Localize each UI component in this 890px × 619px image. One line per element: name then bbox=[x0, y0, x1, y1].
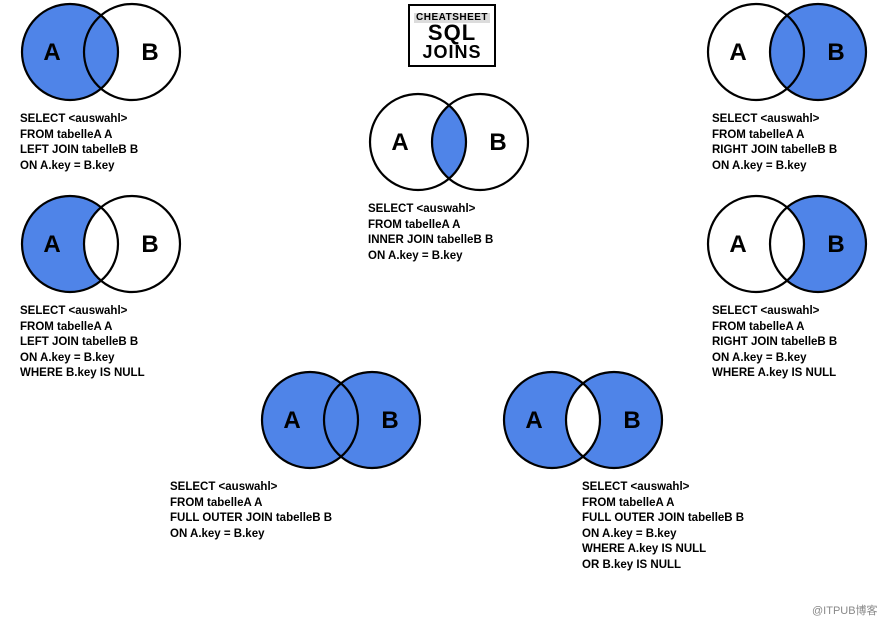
venn-wrap: AB bbox=[502, 370, 664, 475]
panel-left-join: ABSELECT <auswahl> FROM tabelleA A LEFT … bbox=[20, 2, 182, 107]
sql-text: SELECT <auswahl> FROM tabelleA A RIGHT J… bbox=[712, 304, 837, 382]
venn-label-b: B bbox=[141, 39, 158, 66]
venn-diagram: AB bbox=[20, 194, 182, 294]
venn-label-a: A bbox=[729, 231, 746, 258]
venn-diagram: AB bbox=[706, 2, 868, 102]
sql-text: SELECT <auswahl> FROM tabelleA A LEFT JO… bbox=[20, 304, 145, 382]
sql-text: SELECT <auswahl> FROM tabelleA A INNER J… bbox=[368, 202, 493, 264]
venn-label-b: B bbox=[827, 39, 844, 66]
venn-diagram: AB bbox=[502, 370, 664, 470]
title-box: CHEATSHEET SQL JOINS bbox=[408, 4, 496, 67]
venn-label-a: A bbox=[283, 407, 300, 434]
panel-left-excl: ABSELECT <auswahl> FROM tabelleA A LEFT … bbox=[20, 194, 182, 299]
sql-text: SELECT <auswahl> FROM tabelleA A FULL OU… bbox=[582, 480, 744, 573]
watermark: @ITPUB博客 bbox=[812, 602, 878, 618]
venn-wrap: AB bbox=[20, 194, 182, 299]
venn-label-a: A bbox=[43, 231, 60, 258]
venn-diagram: AB bbox=[260, 370, 422, 470]
panel-full-outer: ABSELECT <auswahl> FROM tabelleA A FULL … bbox=[260, 370, 422, 475]
venn-wrap: AB bbox=[260, 370, 422, 475]
venn-label-b: B bbox=[489, 129, 506, 156]
sql-text: SELECT <auswahl> FROM tabelleA A LEFT JO… bbox=[20, 112, 138, 174]
venn-label-a: A bbox=[525, 407, 542, 434]
sql-text: SELECT <auswahl> FROM tabelleA A RIGHT J… bbox=[712, 112, 837, 174]
venn-label-a: A bbox=[729, 39, 746, 66]
panel-right-excl: ABSELECT <auswahl> FROM tabelleA A RIGHT… bbox=[706, 194, 868, 299]
panel-inner-join: ABSELECT <auswahl> FROM tabelleA A INNER… bbox=[368, 92, 530, 197]
venn-label-b: B bbox=[623, 407, 640, 434]
venn-diagram: AB bbox=[706, 194, 868, 294]
venn-label-b: B bbox=[141, 231, 158, 258]
venn-diagram: AB bbox=[368, 92, 530, 192]
panel-full-outer-excl: ABSELECT <auswahl> FROM tabelleA A FULL … bbox=[502, 370, 664, 475]
venn-diagram: AB bbox=[20, 2, 182, 102]
venn-wrap: AB bbox=[368, 92, 530, 197]
title-line3: JOINS bbox=[423, 42, 482, 62]
venn-wrap: AB bbox=[706, 2, 868, 107]
venn-label-a: A bbox=[43, 39, 60, 66]
sql-text: SELECT <auswahl> FROM tabelleA A FULL OU… bbox=[170, 480, 332, 542]
venn-label-b: B bbox=[381, 407, 398, 434]
venn-wrap: AB bbox=[706, 194, 868, 299]
venn-wrap: AB bbox=[20, 2, 182, 107]
venn-label-b: B bbox=[827, 231, 844, 258]
venn-label-a: A bbox=[391, 129, 408, 156]
panel-right-join: ABSELECT <auswahl> FROM tabelleA A RIGHT… bbox=[706, 2, 868, 107]
